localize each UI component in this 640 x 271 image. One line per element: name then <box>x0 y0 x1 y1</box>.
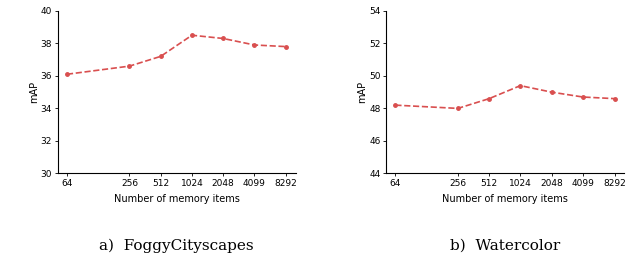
Y-axis label: mAP: mAP <box>29 81 39 103</box>
Text: b)  Watercolor: b) Watercolor <box>450 238 560 253</box>
Y-axis label: mAP: mAP <box>358 81 367 103</box>
X-axis label: Number of memory items: Number of memory items <box>114 193 239 204</box>
Text: a)  FoggyCityscapes: a) FoggyCityscapes <box>99 238 254 253</box>
X-axis label: Number of memory items: Number of memory items <box>442 193 568 204</box>
